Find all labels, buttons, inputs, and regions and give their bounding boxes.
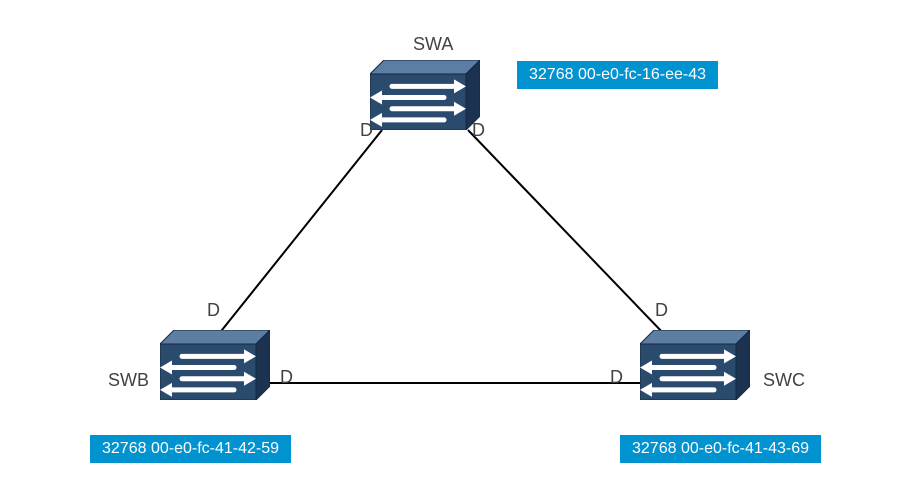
swb-port-right: D <box>280 367 293 388</box>
swb-port-top: D <box>207 300 220 321</box>
swa-port-right: D <box>472 120 485 141</box>
switch-swa-name: SWA <box>413 34 453 55</box>
switch-swc-name: SWC <box>763 370 805 391</box>
switch-swb <box>160 330 270 405</box>
diagram-stage: SWA 32768 00-e0-fc-16-ee-43 D D SWB 3276… <box>0 0 922 501</box>
switch-swc-bridge-id: 32768 00-e0-fc-41-43-69 <box>620 435 821 463</box>
switch-swb-bridge-id: 32768 00-e0-fc-41-42-59 <box>90 435 291 463</box>
switch-swb-name: SWB <box>108 370 149 391</box>
link-swa-swb <box>218 130 382 335</box>
switch-swa-bridge-id: 32768 00-e0-fc-16-ee-43 <box>517 61 718 89</box>
link-swa-swc <box>468 130 665 335</box>
swc-port-left: D <box>610 367 623 388</box>
swa-port-left: D <box>360 120 373 141</box>
switch-swc <box>640 330 750 405</box>
swc-port-top: D <box>655 300 668 321</box>
switch-swa <box>370 60 480 135</box>
